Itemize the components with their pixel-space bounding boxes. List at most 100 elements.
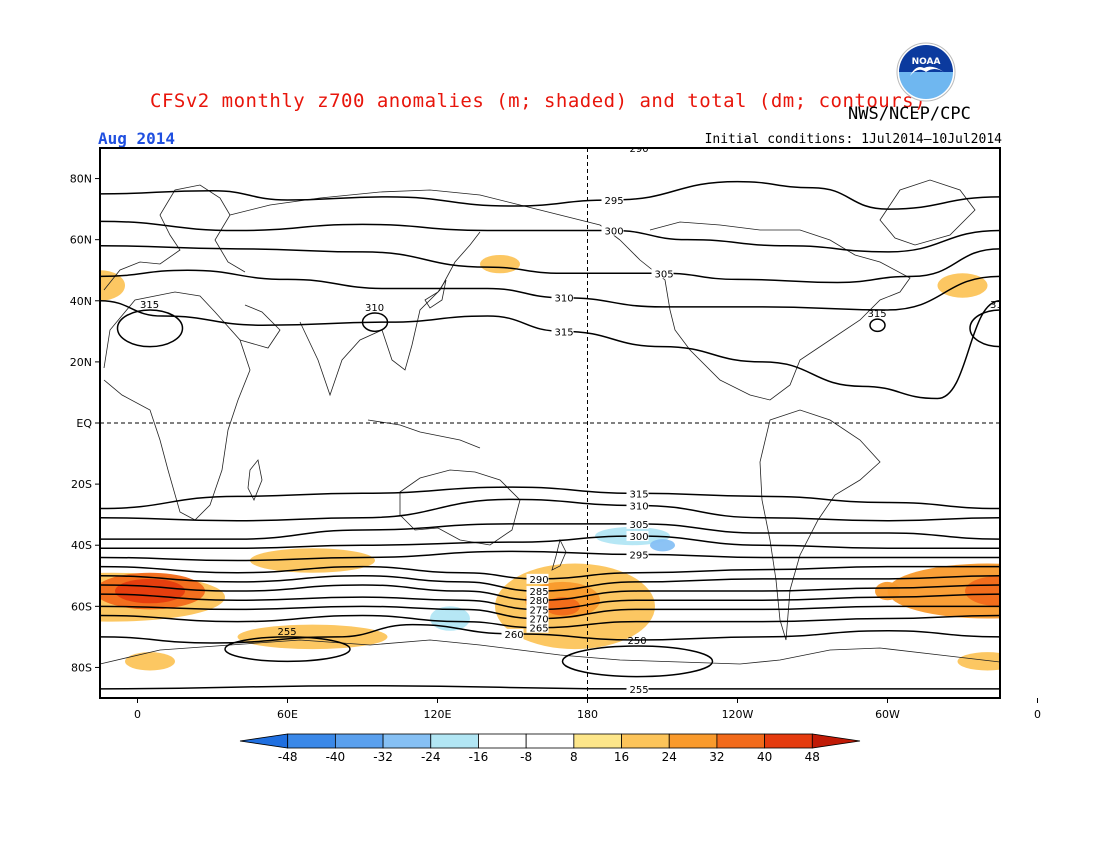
contour-label: 290 xyxy=(630,144,649,155)
contour-label-bg xyxy=(526,573,549,584)
lat-tick-label: 20N xyxy=(70,356,92,369)
contour-label-bg xyxy=(501,628,524,639)
coastline-arabia xyxy=(239,304,281,349)
colorbar-tick-label: 48 xyxy=(805,750,820,764)
anomaly-blob xyxy=(430,606,470,631)
anomaly-shading xyxy=(100,254,1040,671)
contour-line xyxy=(100,300,1000,400)
colorbar-tick-label: 8 xyxy=(570,750,578,764)
coastline-japan xyxy=(424,279,447,309)
contour-label: 260 xyxy=(505,630,524,641)
lat-tick-label: 80N xyxy=(70,173,92,186)
contour-line xyxy=(100,523,1000,540)
contour-label: 315 xyxy=(630,489,649,500)
colorbar-segment xyxy=(430,733,479,749)
closed-contour xyxy=(869,318,886,333)
closed-contour xyxy=(116,309,184,348)
anomaly-blob xyxy=(867,502,908,527)
contour-label-bg xyxy=(526,622,549,633)
anomaly-blob xyxy=(207,505,268,524)
contour-label-bg xyxy=(526,613,549,624)
lat-tick-label: EQ xyxy=(76,417,92,430)
agency-label: NWS/NCEP/CPC xyxy=(848,104,971,124)
anomaly-blob xyxy=(480,254,520,274)
contour-line xyxy=(100,180,1000,210)
coastline-east-asia xyxy=(381,231,481,371)
contour-label-bg xyxy=(526,595,549,606)
coastline-siberia xyxy=(229,189,621,241)
contour-label: 250 xyxy=(628,636,647,647)
lat-tick-label: 60S xyxy=(71,600,92,613)
anomaly-blob xyxy=(545,597,580,616)
contour-label: 310 xyxy=(630,502,649,513)
contour-label-bg xyxy=(626,531,649,542)
contour-label: 310 xyxy=(555,294,574,305)
contour-label: 295 xyxy=(630,550,649,561)
colorbar-tick-label: -32 xyxy=(373,750,393,764)
anomaly-blob xyxy=(125,652,175,671)
lon-tick-label: 60W xyxy=(875,708,900,721)
coastline-antarctica xyxy=(100,639,1000,665)
closed-contour xyxy=(224,636,351,663)
anomaly-blob xyxy=(517,325,533,338)
colorbar-tick-label: 40 xyxy=(757,750,772,764)
closed-contour xyxy=(361,312,389,333)
colorbar-tick-label: 16 xyxy=(614,750,629,764)
coastline-europe xyxy=(103,184,246,291)
colorbar-tick-label: -16 xyxy=(469,750,489,764)
reference-lines xyxy=(100,148,1000,698)
colorbar-segment xyxy=(716,733,766,749)
colorbar-segment xyxy=(382,733,432,749)
anomaly-blob xyxy=(965,575,1000,607)
coastline-new-zealand xyxy=(551,538,567,571)
lat-tick-label: 40N xyxy=(70,295,92,308)
colorbar-right-arrow xyxy=(811,733,861,749)
anomaly-blob xyxy=(445,316,465,347)
contour-label: 315 xyxy=(140,300,159,311)
colorbar-segment xyxy=(334,733,384,749)
colorbar-segment xyxy=(764,733,813,749)
contour-label-bg xyxy=(626,683,649,694)
colorbar-tick-label: -8 xyxy=(520,750,532,764)
contour-label: 295 xyxy=(605,196,624,207)
colorbar-tick-label: -40 xyxy=(326,750,346,764)
contour-label-bg xyxy=(551,292,574,303)
colorbar-segment xyxy=(621,733,670,749)
colorbar-segment xyxy=(478,733,527,749)
contour-label: 265 xyxy=(530,624,549,635)
anomaly-blob xyxy=(650,639,690,659)
anomaly-blob xyxy=(377,306,398,326)
coastline-africa xyxy=(103,291,251,521)
closed-contour xyxy=(561,645,714,678)
contour-label: 310 xyxy=(365,303,384,314)
contour-line xyxy=(100,535,1000,550)
coastline-australia xyxy=(399,469,521,546)
coastline-madagascar xyxy=(247,459,263,501)
colorbar-segment xyxy=(573,733,622,749)
anomaly-blob xyxy=(1020,512,1040,530)
contour-label-bg xyxy=(626,549,649,560)
contour-label: 270 xyxy=(530,615,549,626)
colorbar-tick-label: -48 xyxy=(278,750,298,764)
forecast-month: Aug 2014 xyxy=(98,129,176,148)
contour-label: 290 xyxy=(530,575,549,586)
anomaly-blob xyxy=(957,652,1000,671)
contour-label: 315 xyxy=(555,327,574,338)
contour-label-bg xyxy=(626,500,649,511)
axis-labels: 80N 60N 40N 20N EQ 20S 40S 60S 80S 0 60E 120E 180 120… xyxy=(70,173,1041,721)
coastline-indonesia xyxy=(367,419,481,449)
noaa-logo-icon: NOAA xyxy=(896,42,956,102)
chart-title: CFSv2 monthly z700 anomalies (m; shaded)… xyxy=(150,90,927,112)
contour-label: 300 xyxy=(630,532,649,543)
contour-label-bg xyxy=(526,604,549,615)
coastline-north-america xyxy=(619,221,911,401)
colorbar: -48 -40 -32 -24 -16 -8 8 16 24 32 40 48 xyxy=(239,733,861,764)
lat-tick-label: 40S xyxy=(71,539,92,552)
lon-tick-label: 120W xyxy=(722,708,754,721)
colorbar-tick-label: -24 xyxy=(421,750,441,764)
contour-label: 315 xyxy=(990,300,1009,311)
colorbar-tick-label: 24 xyxy=(662,750,677,764)
lat-tick-label: 80S xyxy=(71,661,92,674)
contour-label-bg xyxy=(626,488,649,499)
